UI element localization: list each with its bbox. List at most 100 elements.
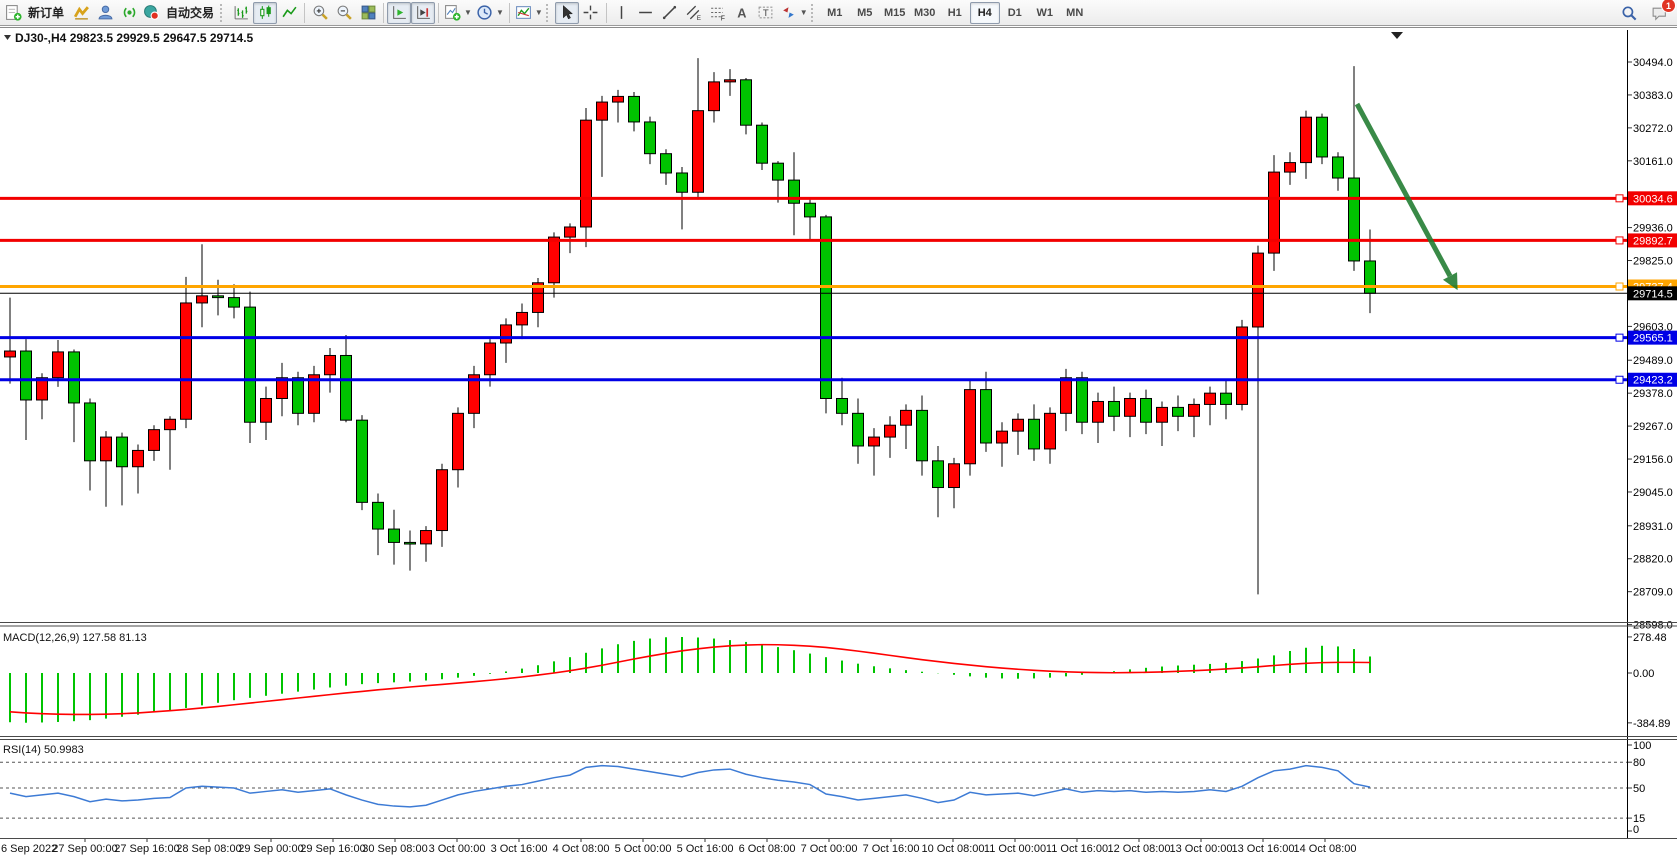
search-button[interactable] [1617, 2, 1641, 24]
macd-axis-label: 0.00 [1633, 668, 1654, 680]
candle-down [916, 409, 928, 462]
candle-up [1284, 162, 1296, 173]
candle-up [1044, 412, 1056, 450]
rsi-indicator-label: RSI(14) 50.9983 [3, 744, 84, 756]
candle-down [372, 501, 384, 530]
auto-scroll-button[interactable] [387, 1, 412, 24]
cursor-button[interactable] [554, 1, 579, 24]
candle-up [1156, 406, 1168, 423]
macd-pane[interactable] [0, 627, 1627, 735]
svg-text:T: T [763, 8, 769, 19]
profiles-button[interactable]: ▼ [474, 2, 506, 24]
candle-down [756, 124, 768, 164]
tab-timeframe-m15[interactable]: M15 [884, 6, 906, 19]
profile-button[interactable] [93, 2, 117, 24]
tile-windows-button[interactable] [356, 2, 380, 24]
candle-down [388, 528, 400, 543]
price-axis-label: 30161.0 [1633, 156, 1673, 168]
tab-timeframe-m1[interactable]: M1 [827, 6, 843, 19]
zoom-out-button[interactable] [332, 2, 356, 24]
candle-down [1316, 116, 1328, 158]
candle-up [884, 424, 896, 438]
candle-up [164, 418, 176, 431]
toolbar-separator [438, 2, 440, 23]
new-chart-button[interactable]: ▼ [442, 2, 474, 24]
candle-down [660, 153, 672, 174]
zoom-in-button[interactable] [308, 2, 332, 24]
candle-down [1028, 418, 1040, 450]
candle-down [852, 412, 864, 447]
main-price-pane[interactable] [0, 30, 1627, 621]
auto-trading-button[interactable]: 自动交易 [141, 2, 219, 24]
auto-scroll-icon [392, 6, 406, 19]
candlestick-chart-button[interactable] [253, 1, 278, 24]
text-label-button[interactable]: T [754, 2, 778, 24]
cursor-icon [563, 5, 574, 20]
rsi-line [9, 764, 1371, 808]
vertical-line-icon [621, 6, 623, 19]
tab-timeframe-h4[interactable]: H4 [969, 1, 1000, 24]
current-price-label: 29714.5 [1633, 288, 1673, 300]
price-axis-label: 30383.0 [1633, 90, 1673, 102]
indicators-button[interactable]: ▼ [513, 2, 545, 24]
tab-timeframe-m5[interactable]: M5 [857, 6, 873, 19]
tab-timeframe-d1[interactable]: D1 [1007, 6, 1022, 19]
line-handle[interactable] [1615, 282, 1624, 291]
new-order-button[interactable]: 新订单 [3, 2, 69, 24]
arrows-shapes-button[interactable]: ▼ [778, 2, 810, 24]
chart-shift-marker-icon[interactable] [1391, 32, 1403, 39]
crosshair-icon [583, 5, 598, 20]
candle-down [244, 306, 256, 423]
candle-down [1076, 377, 1088, 423]
notifications-button[interactable]: 1 [1647, 0, 1676, 24]
crosshair-button[interactable] [579, 2, 603, 24]
line-handle[interactable] [1615, 236, 1624, 245]
tab-timeframe-w1[interactable]: W1 [1036, 6, 1053, 19]
chart-shift-button[interactable] [411, 1, 436, 24]
line-handle[interactable] [1615, 194, 1624, 203]
line-handle[interactable] [1615, 333, 1624, 342]
rsi-axis-label: 100 [1633, 740, 1651, 752]
line-handle[interactable] [1615, 375, 1624, 384]
candle-down [212, 295, 224, 299]
clock-icon [477, 5, 492, 20]
symbol-dropdown-icon[interactable] [4, 35, 11, 40]
tab-timeframe-mn[interactable]: MN [1066, 6, 1084, 19]
tab-timeframe-m30[interactable]: M30 [914, 6, 936, 19]
candle-up [500, 324, 512, 344]
line-chart-button[interactable] [277, 2, 301, 24]
horizontal-line-button[interactable] [634, 2, 658, 24]
candle-up [580, 119, 592, 228]
bar-chart-button[interactable] [229, 2, 253, 24]
vertical-line-button[interactable] [610, 2, 634, 24]
charts-gold-button[interactable] [69, 2, 93, 24]
candle-up [276, 377, 288, 399]
candle-up [1124, 397, 1136, 417]
price-axis-label: 29489.0 [1633, 355, 1673, 367]
tab-timeframe-h1[interactable]: H1 [947, 6, 962, 19]
price-line-axis-label: 29423.2 [1633, 375, 1673, 387]
time-axis-label: 5 Oct 00:00 [615, 843, 672, 855]
fibonacci-button[interactable]: F [706, 2, 730, 24]
candle-up [1300, 116, 1312, 164]
candle-down [1332, 156, 1344, 179]
candle-up [1188, 403, 1200, 417]
signal-button[interactable] [117, 2, 141, 24]
price-axis-label: 29045.0 [1633, 487, 1673, 499]
indicators-icon [515, 6, 531, 19]
equidistant-channel-icon: E [686, 5, 701, 21]
text-button[interactable]: A [730, 2, 754, 24]
time-axis-label: 3 Oct 00:00 [429, 843, 486, 855]
price-axis-label: 29603.0 [1633, 321, 1673, 333]
candle-down [644, 121, 656, 155]
trendline-button[interactable] [658, 2, 682, 24]
trend-arrow-annotation[interactable] [1354, 102, 1458, 291]
candle-up [1204, 392, 1216, 405]
candlestick-chart-icon [259, 5, 271, 19]
candle-up [708, 81, 720, 112]
main-toolbar: 新订单 自动交易 [0, 0, 1677, 26]
candle-down [980, 389, 992, 444]
equidistant-channel-button[interactable]: E [682, 2, 706, 24]
price-axis-label: 29378.0 [1633, 388, 1673, 400]
notification-badge: 1 [1661, 0, 1676, 13]
